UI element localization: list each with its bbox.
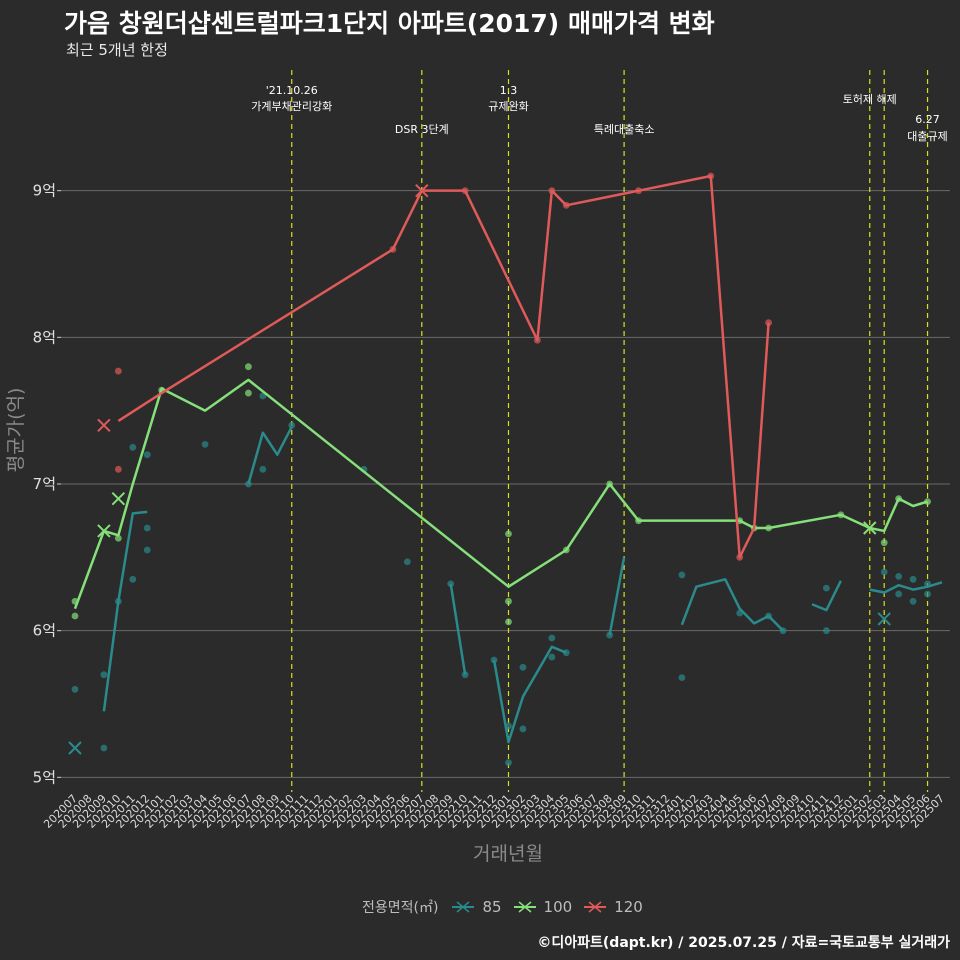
data-point (143, 451, 151, 459)
x-axis-title: 거래년월 (473, 843, 543, 865)
legend-label-100: 100 (543, 898, 573, 916)
series-line (492, 645, 567, 744)
legend-item-120: 120 (582, 898, 643, 916)
y-tick-label: 8억 (33, 328, 56, 346)
event-label: 대출규제 (907, 130, 947, 143)
data-point (823, 584, 830, 592)
data-point (505, 530, 512, 538)
legend-key-120 (584, 901, 607, 913)
y-tick-label: 5억 (33, 768, 56, 786)
event-label: '21.10.26 (266, 84, 318, 97)
x-marker (97, 418, 111, 433)
series-line (680, 578, 784, 632)
data-point (114, 367, 122, 375)
data-point (259, 465, 267, 473)
series-line (102, 510, 148, 712)
y-axis-title: 평균가(억) (5, 388, 27, 473)
series-line (73, 378, 928, 610)
data-point (143, 546, 151, 554)
data-point (909, 597, 917, 605)
y-tick-label: 9억 (33, 182, 56, 200)
data-point (505, 759, 512, 767)
data-point (895, 573, 903, 580)
event-label: DSR 3단계 (395, 123, 449, 136)
data-point (71, 685, 79, 693)
x-marker (415, 183, 429, 198)
x-marker (111, 491, 126, 506)
legend-title: 전용면적(㎡) (362, 900, 439, 916)
data-point (678, 571, 686, 579)
event-label: 특례대출축소 (594, 123, 655, 136)
series-85 (68, 392, 943, 767)
x-marker (68, 741, 82, 755)
legend-label-85: 85 (482, 898, 502, 916)
data-point (447, 580, 455, 588)
legend-item-100: 100 (512, 898, 573, 916)
x-marker (877, 612, 891, 626)
chart-subtitle: 최근 5개년 한정 (66, 41, 168, 59)
data-point (505, 597, 512, 605)
legend: 전용면적(㎡) 85 100 120 (362, 895, 653, 919)
data-point (924, 590, 931, 598)
y-tick-label: 6억 (33, 622, 56, 640)
data-point (129, 575, 137, 583)
data-point (201, 441, 209, 448)
x-marker (863, 521, 877, 535)
series-line (811, 580, 842, 612)
data-point (895, 590, 903, 598)
series-line (449, 583, 467, 675)
data-point (71, 612, 79, 620)
data-point (823, 627, 830, 635)
data-point (519, 663, 527, 671)
data-point (548, 653, 556, 661)
series-100 (71, 363, 931, 626)
event-label: 6.27 (915, 113, 940, 126)
legend-item-85: 85 (450, 898, 502, 916)
event-label: 1.3 (500, 84, 518, 97)
data-point (403, 558, 411, 566)
series-120 (97, 172, 772, 561)
source-caption: ©디아파트(dapt.kr) / 2025.07.25 / 자료=국토교통부 실… (537, 935, 950, 951)
series-line (869, 581, 943, 594)
data-point (129, 443, 137, 451)
y-tick-label: 7억 (33, 475, 56, 493)
data-point (245, 363, 252, 371)
x-marker (97, 524, 111, 538)
data-point (548, 634, 556, 642)
series-line (608, 557, 626, 636)
data-point (880, 568, 888, 576)
data-point (114, 534, 122, 542)
data-point (519, 725, 527, 733)
chart-title: 가음 창원더샵센트럴파크1단지 아파트(2017) 매매가격 변화 (64, 9, 715, 38)
event-label: 가계부채관리강화 (251, 100, 332, 113)
legend-key-100 (513, 901, 536, 913)
series-line (247, 426, 293, 485)
data-point (143, 524, 151, 532)
data-point (288, 421, 296, 429)
data-point (880, 539, 888, 547)
data-point (100, 671, 108, 679)
data-point (909, 575, 917, 583)
data-point (100, 744, 108, 752)
data-point (245, 389, 252, 397)
data-point (678, 674, 686, 681)
event-label: 토허제 해제 (843, 92, 897, 106)
data-point (114, 465, 122, 473)
data-point (505, 618, 512, 626)
legend-label-120: 120 (614, 898, 643, 916)
event-label: 규제완화 (488, 100, 528, 113)
legend-key-85 (452, 901, 475, 913)
series-line (117, 174, 770, 559)
